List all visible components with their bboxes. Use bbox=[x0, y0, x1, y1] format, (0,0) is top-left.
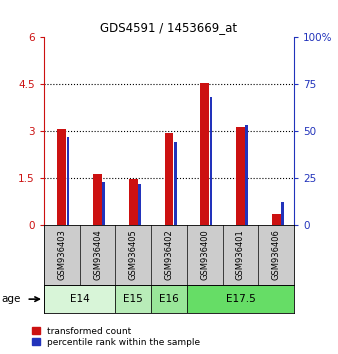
Text: GSM936400: GSM936400 bbox=[200, 229, 209, 280]
Bar bbox=[93, 174, 102, 225]
Bar bbox=[138, 183, 141, 225]
Text: GSM936403: GSM936403 bbox=[57, 229, 66, 280]
Bar bbox=[187, 285, 294, 313]
Text: GDS4591 / 1453669_at: GDS4591 / 1453669_at bbox=[100, 21, 238, 34]
Text: GSM936405: GSM936405 bbox=[129, 229, 138, 280]
Bar bbox=[200, 84, 209, 225]
Bar bbox=[129, 179, 138, 225]
Bar bbox=[245, 125, 248, 225]
Bar bbox=[165, 133, 173, 225]
Text: E14: E14 bbox=[70, 294, 90, 304]
Bar bbox=[272, 214, 281, 225]
Bar bbox=[67, 137, 70, 225]
Text: GSM936402: GSM936402 bbox=[165, 229, 173, 280]
Bar bbox=[44, 285, 115, 313]
Bar bbox=[151, 285, 187, 313]
Bar bbox=[174, 142, 177, 225]
Bar bbox=[210, 97, 212, 225]
Text: E16: E16 bbox=[159, 294, 179, 304]
Text: E17.5: E17.5 bbox=[225, 294, 255, 304]
Text: GSM936404: GSM936404 bbox=[93, 229, 102, 280]
Text: GSM936406: GSM936406 bbox=[272, 229, 281, 280]
Text: GSM936401: GSM936401 bbox=[236, 229, 245, 280]
Legend: transformed count, percentile rank within the sample: transformed count, percentile rank withi… bbox=[31, 326, 201, 348]
Bar bbox=[281, 202, 284, 225]
Bar bbox=[236, 127, 245, 225]
Bar bbox=[115, 285, 151, 313]
Text: age: age bbox=[2, 294, 21, 304]
Bar bbox=[57, 130, 66, 225]
Bar bbox=[102, 182, 105, 225]
Text: E15: E15 bbox=[123, 294, 143, 304]
